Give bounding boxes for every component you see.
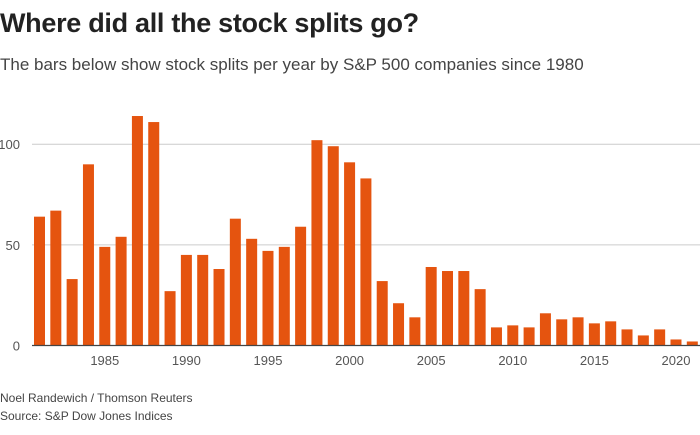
bar-2014 (572, 317, 584, 346)
bar-chart: 0 50 100 1985 1990 1995 2000 2005 2010 2015 2020 (0, 116, 700, 368)
bar-2013 (556, 319, 568, 346)
bar-1988 (148, 122, 160, 346)
x-tick-label: 2010 (498, 353, 527, 368)
bar-1982 (50, 210, 62, 346)
x-tick-label: 1990 (172, 353, 201, 368)
y-tick-label: 0 (13, 339, 20, 354)
chart-title: Where did all the stock splits go? (0, 8, 419, 38)
bar-1984 (82, 164, 94, 346)
bar-2003 (393, 303, 405, 346)
bar-1999 (327, 146, 339, 346)
credit: Noel Randewich / Thomson Reuters (0, 391, 193, 405)
bar-1997 (295, 226, 307, 346)
bar-2021 (686, 341, 698, 346)
x-tick-label: 1995 (254, 353, 283, 368)
x-tick-label: 2015 (580, 353, 609, 368)
bar-1998 (311, 140, 323, 346)
bar-1992 (213, 269, 225, 346)
bar-1985 (99, 246, 111, 346)
bar-2002 (376, 281, 388, 346)
bar-2010 (507, 325, 519, 346)
bar-1993 (229, 218, 241, 346)
bar-2015 (588, 323, 600, 346)
y-tick-label: 50 (6, 238, 20, 253)
bar-2001 (360, 178, 372, 346)
x-tick-label: 2020 (662, 353, 691, 368)
bar-1994 (246, 238, 258, 346)
bar-2018 (637, 335, 649, 346)
bar-2016 (605, 321, 617, 346)
bar-2012 (539, 313, 551, 346)
bar-1989 (164, 291, 176, 346)
bar-2005 (425, 266, 437, 346)
bar-2004 (409, 317, 421, 346)
bar-1986 (115, 236, 127, 346)
bar-2017 (621, 329, 633, 346)
bar-2009 (490, 327, 502, 346)
bar-1981 (34, 216, 45, 346)
x-tick-label: 2005 (417, 353, 446, 368)
x-tick-label: 2000 (335, 353, 364, 368)
bar-2019 (654, 329, 666, 346)
bar-1991 (197, 254, 209, 346)
bar-2011 (523, 327, 535, 346)
bar-2006 (442, 271, 453, 346)
bar-2008 (474, 289, 486, 346)
y-tick-label: 100 (0, 137, 20, 152)
bar-1987 (131, 116, 143, 346)
bar-2020 (670, 339, 682, 346)
bar-1995 (262, 250, 274, 346)
bar-2000 (344, 162, 356, 346)
bar-1990 (180, 254, 192, 346)
bar-1983 (66, 279, 78, 346)
x-tick-label: 1985 (90, 353, 119, 368)
bar-2007 (458, 271, 470, 346)
bar-1996 (278, 246, 290, 346)
source: Source: S&P Dow Jones Indices (0, 409, 173, 423)
chart-subtitle: The bars below show stock splits per yea… (0, 55, 584, 74)
